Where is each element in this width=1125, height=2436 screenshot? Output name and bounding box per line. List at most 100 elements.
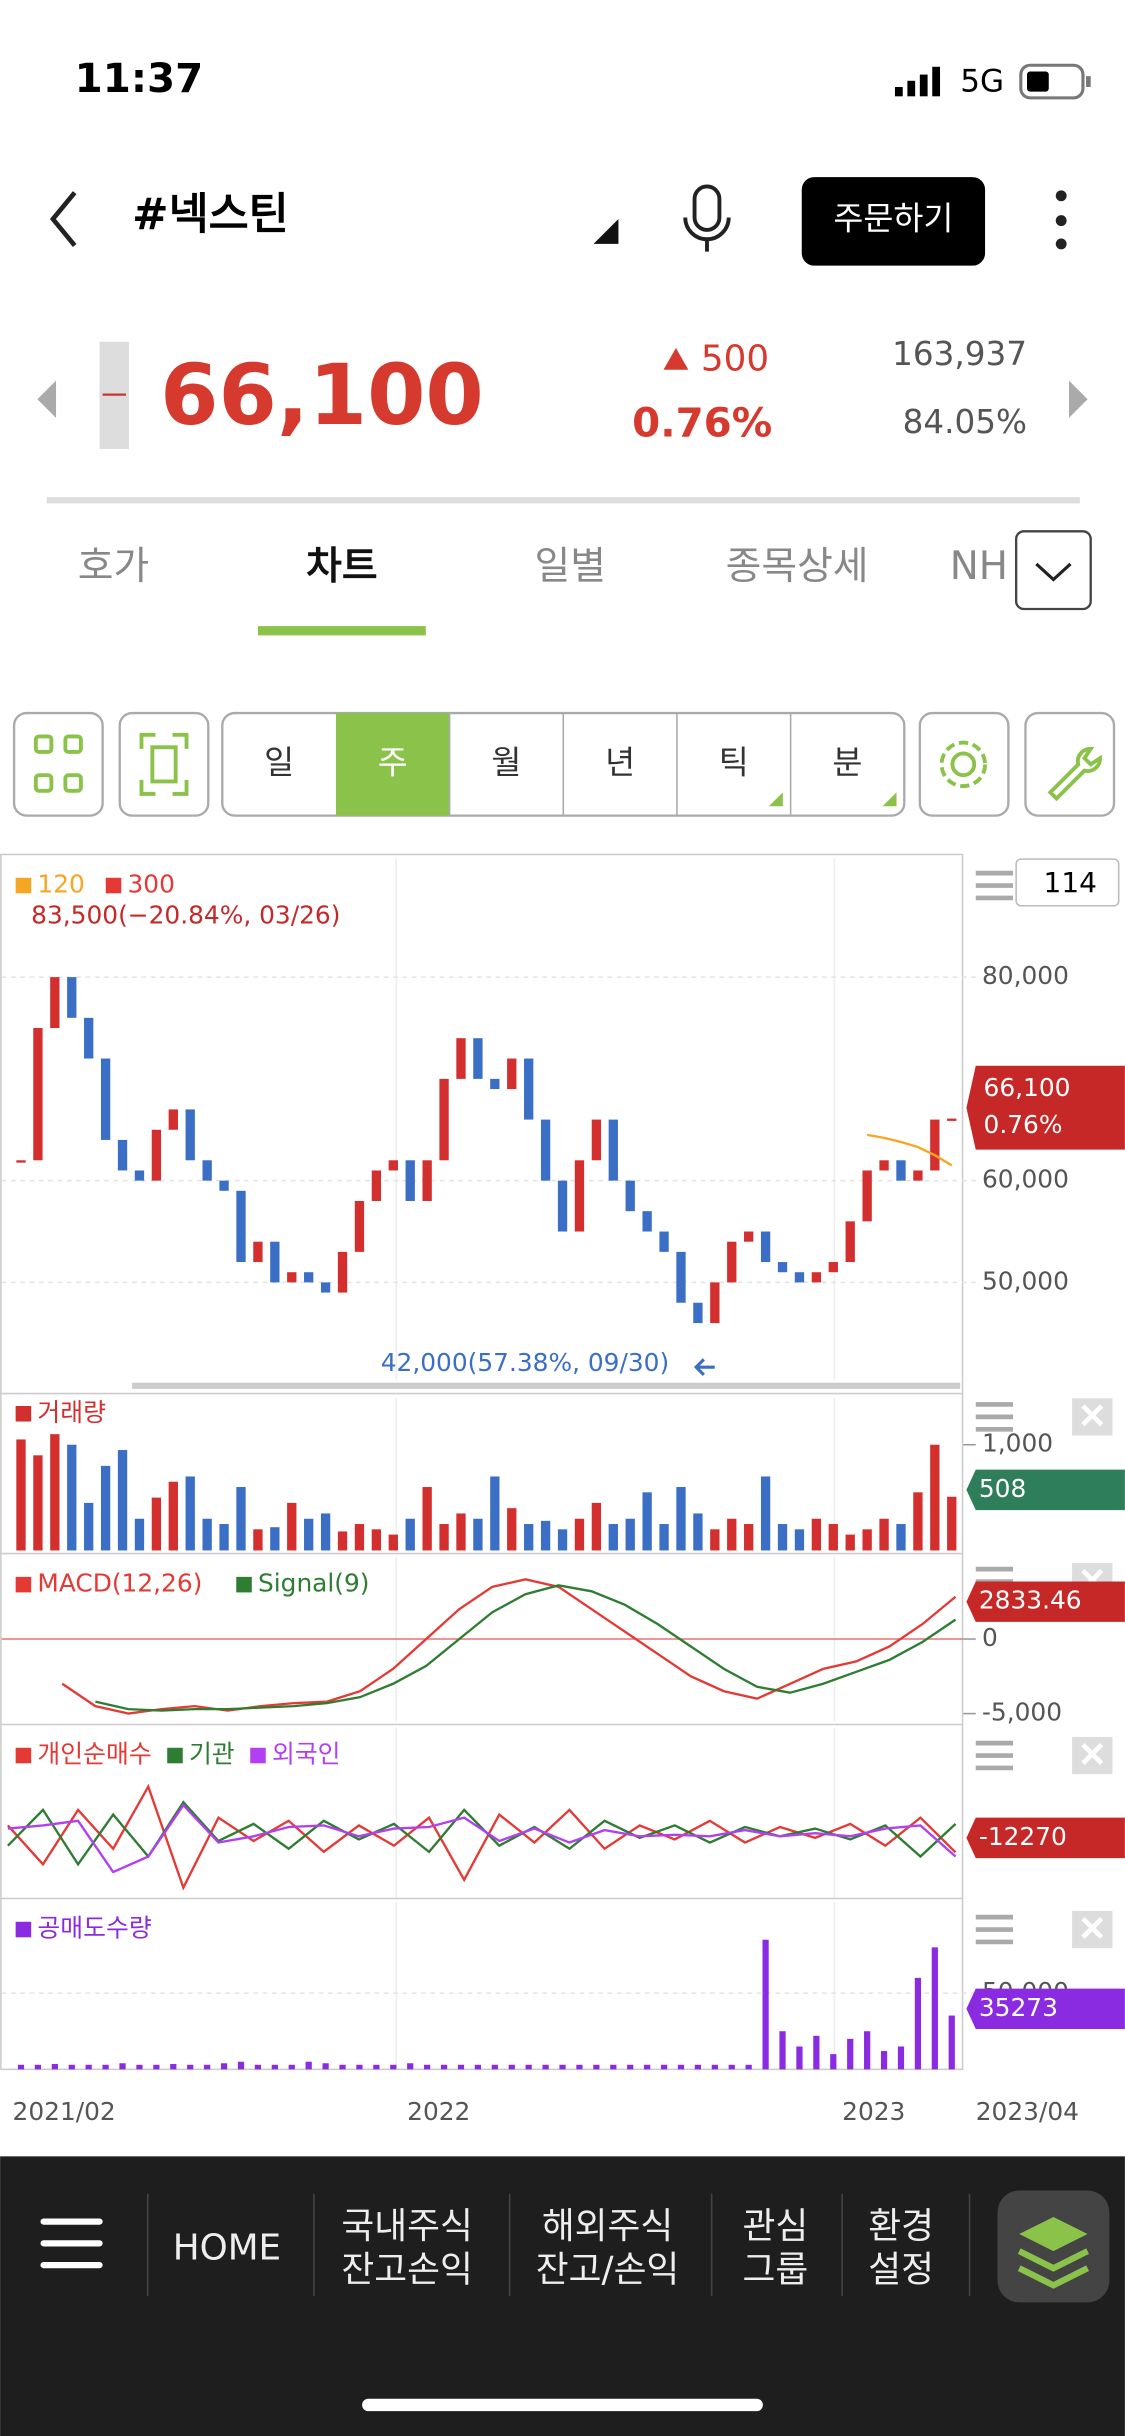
period-button[interactable]: 년 (605, 743, 635, 781)
volume-bar (439, 1524, 449, 1551)
legend-label: MACD(12,26) (37, 1569, 202, 1598)
more-button[interactable] (1055, 190, 1067, 250)
tab[interactable]: NH (950, 544, 1008, 589)
candle (168, 1109, 178, 1130)
scrollbar (132, 1382, 961, 1389)
short-bar (880, 2051, 888, 2070)
volume-bar (320, 1513, 331, 1551)
candle (371, 1170, 382, 1201)
candle (151, 1129, 162, 1181)
candle (117, 1139, 128, 1171)
short-bar (136, 2064, 143, 2070)
order-button[interactable] (801, 177, 986, 266)
short-bar (51, 2064, 58, 2070)
period-button[interactable]: 월 (491, 743, 521, 781)
chart-frame (0, 853, 964, 2071)
volume-bar (337, 1531, 348, 1551)
volume-bar (744, 1524, 754, 1551)
tab[interactable]: 일별 (535, 544, 606, 589)
x-tick-label: 2023/04 (976, 2097, 1079, 2126)
candle (50, 977, 60, 1029)
panel-menu[interactable] (975, 870, 1014, 901)
short-bar (153, 2064, 160, 2070)
short-bar (339, 2064, 346, 2070)
legend-label: Signal(9) (258, 1569, 370, 1598)
tools-button[interactable] (1024, 711, 1116, 817)
volume-bar (354, 1524, 365, 1551)
nav-item[interactable]: HOME (173, 2228, 281, 2269)
mic-button[interactable] (683, 184, 731, 252)
menu-button[interactable] (40, 2218, 103, 2269)
tab[interactable]: 종목상세 (726, 544, 869, 589)
short-bar (237, 2061, 245, 2070)
period-button[interactable]: 주 (378, 743, 408, 781)
order-button-label[interactable]: 주문하기 (833, 200, 953, 238)
short-bar (440, 2064, 448, 2070)
volume-bar (50, 1434, 60, 1551)
panel-menu[interactable] (975, 1914, 1014, 1945)
candle (744, 1231, 754, 1242)
stock-title[interactable]: #넥스틴 (132, 190, 289, 240)
candle (862, 1170, 872, 1222)
short-bar (407, 2063, 414, 2070)
nav-bar (0, 2156, 1125, 2436)
nav-item[interactable]: 국내주식 (341, 2206, 472, 2247)
investor-line (7, 1783, 957, 1891)
count-box[interactable] (1015, 858, 1120, 907)
candle (777, 1262, 788, 1273)
nav-item[interactable]: 관심 (742, 2206, 808, 2247)
badge-text: 2833.46 (979, 1586, 1082, 1615)
low-note: 42,000(57.38%, 09/30) (381, 1348, 669, 1377)
legend-swatch (15, 1405, 32, 1422)
volume-bar (67, 1444, 77, 1551)
legend-swatch (167, 1747, 183, 1764)
x-tick-label: 2021/02 (13, 2097, 116, 2126)
volume-bar (524, 1524, 534, 1551)
home-indicator (362, 2398, 763, 2412)
panel-menu[interactable] (975, 1402, 1014, 1432)
short-bar (474, 2064, 482, 2070)
volume-bar (236, 1487, 246, 1551)
nav-item[interactable]: 해외주식 (542, 2206, 673, 2247)
short-bar (914, 1977, 922, 2070)
nav-item[interactable]: 그룹 (742, 2249, 808, 2290)
nav-item[interactable]: 잔고/손익 (536, 2249, 679, 2290)
fullscreen-button[interactable] (118, 711, 210, 817)
dropdown-icon[interactable] (593, 219, 619, 244)
period-button[interactable]: 분 (832, 743, 862, 781)
candle (236, 1190, 246, 1263)
prev-arrow[interactable] (37, 380, 57, 418)
back-button[interactable] (49, 191, 77, 247)
tab-more-button[interactable] (1014, 530, 1092, 611)
next-arrow[interactable] (1068, 380, 1088, 418)
nav-item[interactable]: 환경 (868, 2206, 934, 2247)
volume-bar (270, 1527, 280, 1551)
nav-item[interactable]: 설정 (868, 2249, 934, 2290)
legend-label: 120 (37, 870, 84, 899)
volume-bar (371, 1529, 382, 1551)
period-button[interactable]: 일 (264, 743, 294, 781)
volume-bar (625, 1518, 635, 1551)
panel-menu[interactable] (975, 1740, 1014, 1771)
value-badge (966, 1469, 1125, 1511)
layout-button[interactable] (12, 711, 104, 817)
legend-label: 개인순매수 (37, 1740, 151, 1769)
candle (828, 1262, 838, 1273)
settings-button[interactable] (918, 711, 1010, 817)
tab[interactable]: 호가 (78, 544, 149, 589)
badge-text: 66,100 (984, 1073, 1071, 1102)
candle (219, 1180, 229, 1191)
candle (947, 1118, 957, 1121)
tab[interactable]: 차트 (306, 544, 377, 589)
short-bar (897, 2046, 905, 2070)
period-button[interactable]: 틱 (719, 743, 749, 781)
x-tick-label: 2022 (407, 2097, 470, 2126)
nav-item[interactable]: 잔고손익 (341, 2249, 472, 2290)
chevron (1035, 562, 1072, 582)
legend-swatch (15, 1747, 32, 1764)
short-bar (864, 2031, 871, 2070)
candle (439, 1078, 449, 1161)
y-tick-label: 80,000 (982, 961, 1069, 990)
y-tick-label: 1,000 (982, 1429, 1053, 1458)
